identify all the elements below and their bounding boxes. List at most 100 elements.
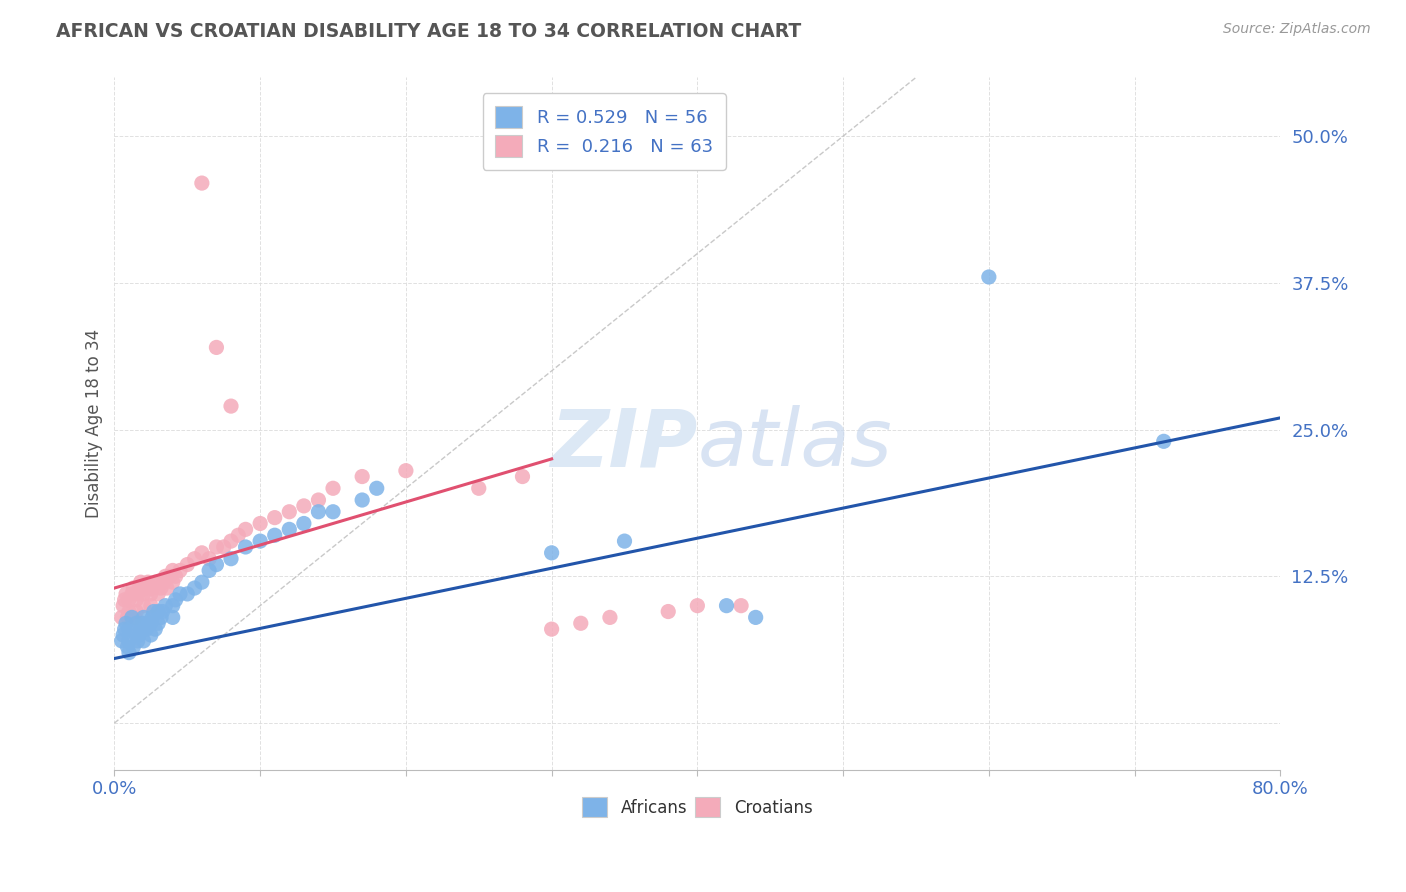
Point xyxy=(111,633,134,648)
Point xyxy=(322,481,344,495)
Point xyxy=(263,510,285,524)
Point xyxy=(165,569,187,583)
Point xyxy=(122,581,145,595)
Point xyxy=(115,616,138,631)
Point xyxy=(118,592,141,607)
Point xyxy=(292,499,315,513)
Point xyxy=(395,464,418,478)
Point xyxy=(249,534,271,549)
Point xyxy=(125,592,148,607)
Point xyxy=(156,581,179,595)
Point xyxy=(132,581,155,595)
Point xyxy=(146,587,169,601)
Point xyxy=(127,633,149,648)
Point xyxy=(132,587,155,601)
Point xyxy=(117,610,139,624)
Point xyxy=(136,616,159,631)
Point xyxy=(129,575,152,590)
Point xyxy=(128,628,150,642)
Point xyxy=(191,546,214,560)
Point xyxy=(198,564,221,578)
Point xyxy=(139,628,162,642)
Point xyxy=(131,616,153,631)
Point xyxy=(212,540,235,554)
Point xyxy=(219,534,242,549)
Point xyxy=(132,610,155,624)
Point xyxy=(657,605,679,619)
Point xyxy=(183,581,205,595)
Legend: Africans, Croatians: Africans, Croatians xyxy=(575,790,820,824)
Point xyxy=(744,610,766,624)
Point xyxy=(292,516,315,531)
Point xyxy=(118,646,141,660)
Point xyxy=(226,528,249,542)
Point xyxy=(125,605,148,619)
Point xyxy=(205,340,228,354)
Point xyxy=(121,587,143,601)
Text: ZIP: ZIP xyxy=(550,406,697,483)
Point xyxy=(249,516,271,531)
Point xyxy=(142,605,165,619)
Point xyxy=(118,633,141,648)
Point xyxy=(162,564,184,578)
Point xyxy=(152,605,174,619)
Y-axis label: Disability Age 18 to 34: Disability Age 18 to 34 xyxy=(86,329,103,518)
Point xyxy=(125,616,148,631)
Point xyxy=(143,622,166,636)
Point xyxy=(150,581,173,595)
Point xyxy=(115,587,138,601)
Point xyxy=(599,610,621,624)
Point xyxy=(512,469,534,483)
Point xyxy=(263,528,285,542)
Point xyxy=(162,610,184,624)
Point xyxy=(132,622,155,636)
Point xyxy=(198,551,221,566)
Text: Source: ZipAtlas.com: Source: ZipAtlas.com xyxy=(1223,22,1371,37)
Point xyxy=(366,481,388,495)
Point xyxy=(162,575,184,590)
Point xyxy=(114,622,136,636)
Point xyxy=(162,599,184,613)
Point xyxy=(125,628,148,642)
Point xyxy=(112,628,135,642)
Point xyxy=(146,575,169,590)
Point xyxy=(112,599,135,613)
Point xyxy=(730,599,752,613)
Point xyxy=(278,505,301,519)
Point xyxy=(129,622,152,636)
Text: AFRICAN VS CROATIAN DISABILITY AGE 18 TO 34 CORRELATION CHART: AFRICAN VS CROATIAN DISABILITY AGE 18 TO… xyxy=(56,22,801,41)
Point xyxy=(132,633,155,648)
Point xyxy=(135,581,157,595)
Point xyxy=(352,469,374,483)
Point xyxy=(176,587,198,601)
Point xyxy=(169,587,191,601)
Point xyxy=(169,564,191,578)
Point xyxy=(176,558,198,572)
Point xyxy=(307,505,329,519)
Text: atlas: atlas xyxy=(697,406,893,483)
Point xyxy=(278,522,301,536)
Point xyxy=(141,581,163,595)
Point xyxy=(136,575,159,590)
Point xyxy=(183,551,205,566)
Point xyxy=(191,176,214,190)
Point xyxy=(124,610,146,624)
Point xyxy=(540,546,562,560)
Point xyxy=(132,599,155,613)
Point xyxy=(128,581,150,595)
Point xyxy=(235,540,257,554)
Point xyxy=(118,622,141,636)
Point xyxy=(205,540,228,554)
Point xyxy=(468,481,491,495)
Point xyxy=(118,605,141,619)
Point xyxy=(977,270,1000,285)
Point xyxy=(139,599,162,613)
Point xyxy=(135,622,157,636)
Point xyxy=(143,575,166,590)
Point xyxy=(155,599,177,613)
Point xyxy=(235,522,257,536)
Point xyxy=(114,592,136,607)
Point xyxy=(352,493,374,508)
Point xyxy=(146,616,169,631)
Point xyxy=(150,610,173,624)
